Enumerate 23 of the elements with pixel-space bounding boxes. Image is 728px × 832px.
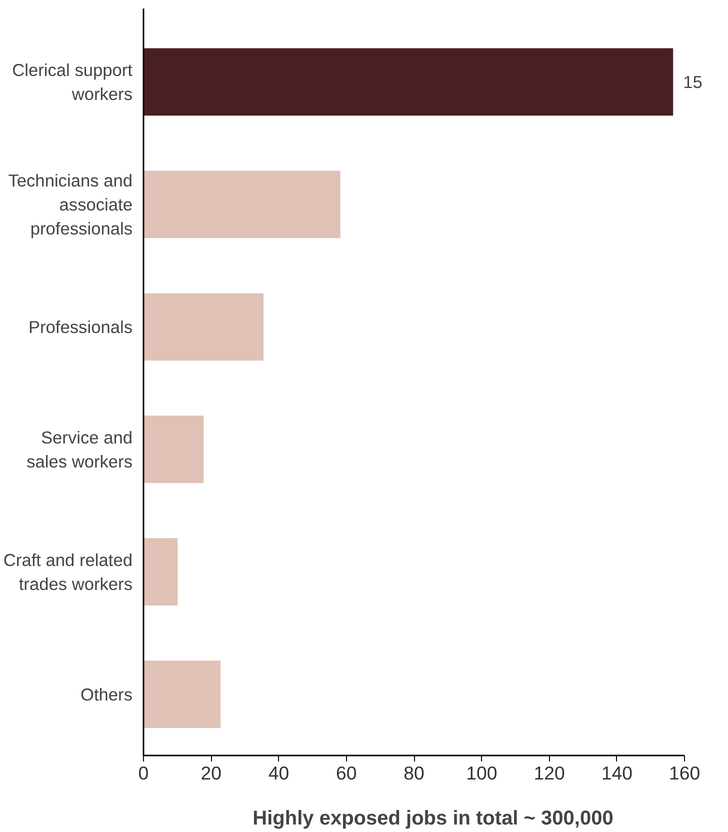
y-tick-label: Professionals	[28, 316, 133, 337]
bar	[144, 48, 674, 116]
x-tick-label: 20	[200, 762, 222, 784]
annotation: 15	[683, 72, 702, 92]
bar	[144, 170, 340, 238]
x-tick-label: 0	[138, 762, 149, 784]
bar	[144, 416, 204, 484]
x-tick-label: 140	[601, 762, 633, 784]
y-tick-label: Technicians and associate professionals	[8, 170, 133, 238]
x-axis-title: Highly exposed jobs in total ~ 300,000	[252, 808, 614, 830]
y-tick-label: Clerical support workers	[12, 60, 133, 104]
bar	[144, 660, 221, 728]
x-tick-label: 120	[534, 762, 565, 784]
x-tick-label: 160	[669, 762, 700, 784]
y-tick-label: Service and sales workers	[26, 427, 133, 472]
x-tick-label: 100	[466, 762, 498, 784]
bar	[144, 293, 264, 361]
x-tick-label: 40	[268, 762, 290, 784]
x-tick-label: 60	[336, 762, 357, 784]
x-tick-label: 80	[404, 762, 424, 784]
y-tick-label: Craft and related trades workers	[3, 550, 133, 594]
bar	[144, 538, 178, 606]
y-tick-label: Others	[80, 684, 133, 704]
